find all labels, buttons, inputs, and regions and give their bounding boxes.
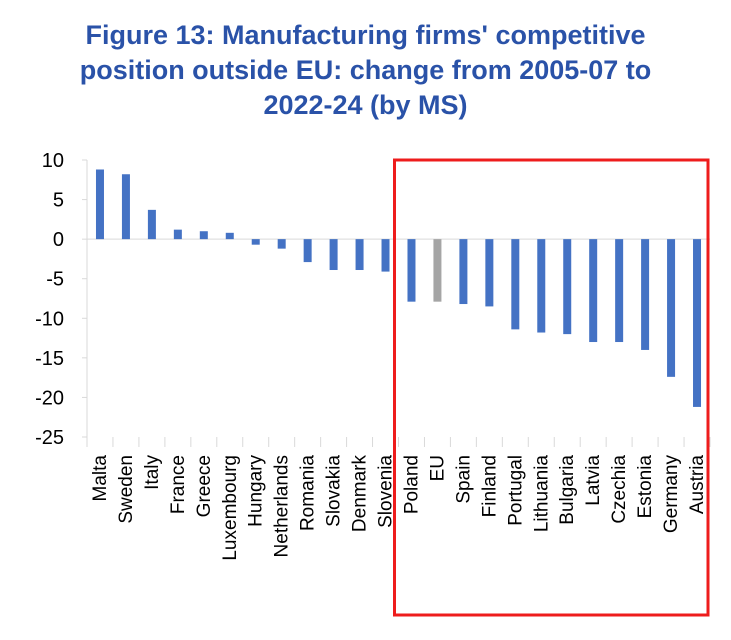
category-labels: Malta Sweden Italy France Greece Luxembourg Hu…: [90, 455, 708, 561]
bar-hungary: [251, 239, 260, 245]
y-tick-label: -15: [35, 348, 64, 370]
category-label-germany: Germany: [661, 455, 682, 534]
y-tick-label: -20: [35, 387, 64, 409]
category-label-luxembourg: Luxembourg: [220, 455, 241, 561]
bar-finland: [485, 239, 494, 307]
category-label-portugal: Portugal: [505, 455, 526, 526]
category-label-romania: Romania: [298, 455, 319, 531]
category-label-czechia: Czechia: [609, 455, 630, 524]
chart-title: Figure 13: Manufacturing firms' competit…: [0, 18, 731, 123]
y-tick-label: -10: [35, 308, 64, 330]
category-label-finland: Finland: [479, 455, 500, 517]
highlight-rectangle: [393, 158, 710, 617]
bar-romania: [303, 239, 312, 263]
category-label-italy: Italy: [142, 455, 163, 490]
category-label-slovakia: Slovakia: [324, 455, 345, 527]
category-label-latvia: Latvia: [583, 455, 604, 506]
y-tick-label: -5: [46, 269, 64, 291]
category-label-greece: Greece: [194, 455, 215, 517]
bar-bulgaria: [563, 239, 572, 335]
axes: 10 5 0 -5 -10 -15 -20 -25: [35, 150, 711, 449]
category-label-denmark: Denmark: [350, 455, 371, 533]
bar-austria: [693, 239, 702, 407]
y-tick-label: 10: [42, 150, 64, 172]
bar-spain: [459, 239, 468, 305]
bar-slovenia: [381, 239, 390, 272]
category-label-bulgaria: Bulgaria: [557, 455, 578, 525]
bar-germany: [667, 239, 676, 377]
category-label-estonia: Estonia: [635, 455, 656, 519]
bar-eu: [433, 239, 442, 302]
bar-netherlands: [277, 239, 286, 249]
bars: [95, 169, 702, 407]
y-tick-label: 5: [53, 190, 64, 212]
category-label-eu: EU: [427, 455, 448, 481]
category-label-spain: Spain: [453, 455, 474, 504]
bar-latvia: [589, 239, 598, 343]
bar-luxembourg: [225, 232, 234, 240]
highlight-box: [393, 158, 710, 617]
bar-czechia: [615, 239, 624, 343]
bar-poland: [407, 239, 416, 302]
y-tick-label: -25: [35, 427, 64, 449]
category-label-sweden: Sweden: [116, 455, 137, 524]
bar-denmark: [355, 239, 364, 271]
chart-title-line-3: 2022-24 (by MS): [263, 90, 468, 120]
bar-portugal: [511, 239, 520, 330]
category-label-poland: Poland: [401, 455, 422, 514]
category-label-france: France: [168, 455, 189, 514]
bar-sweden: [121, 174, 130, 240]
chart-title-line-2: position outside EU: change from 2005-07…: [79, 55, 652, 85]
category-label-malta: Malta: [90, 455, 111, 502]
chart-title-line-1: Figure 13: Manufacturing firms' competit…: [85, 20, 646, 50]
bar-slovakia: [329, 239, 338, 271]
y-tick-label: 0: [53, 229, 64, 251]
bar-estonia: [641, 239, 650, 350]
bar-france: [173, 229, 182, 240]
category-label-hungary: Hungary: [246, 455, 267, 527]
category-label-netherlands: Netherlands: [272, 455, 293, 557]
category-label-austria: Austria: [687, 455, 708, 515]
bar-lithuania: [537, 239, 546, 333]
bar-italy: [147, 209, 156, 240]
bar-greece: [199, 231, 208, 240]
category-label-lithuania: Lithuania: [531, 455, 552, 533]
category-label-slovenia: Slovenia: [376, 455, 397, 528]
bar-malta: [95, 169, 104, 240]
